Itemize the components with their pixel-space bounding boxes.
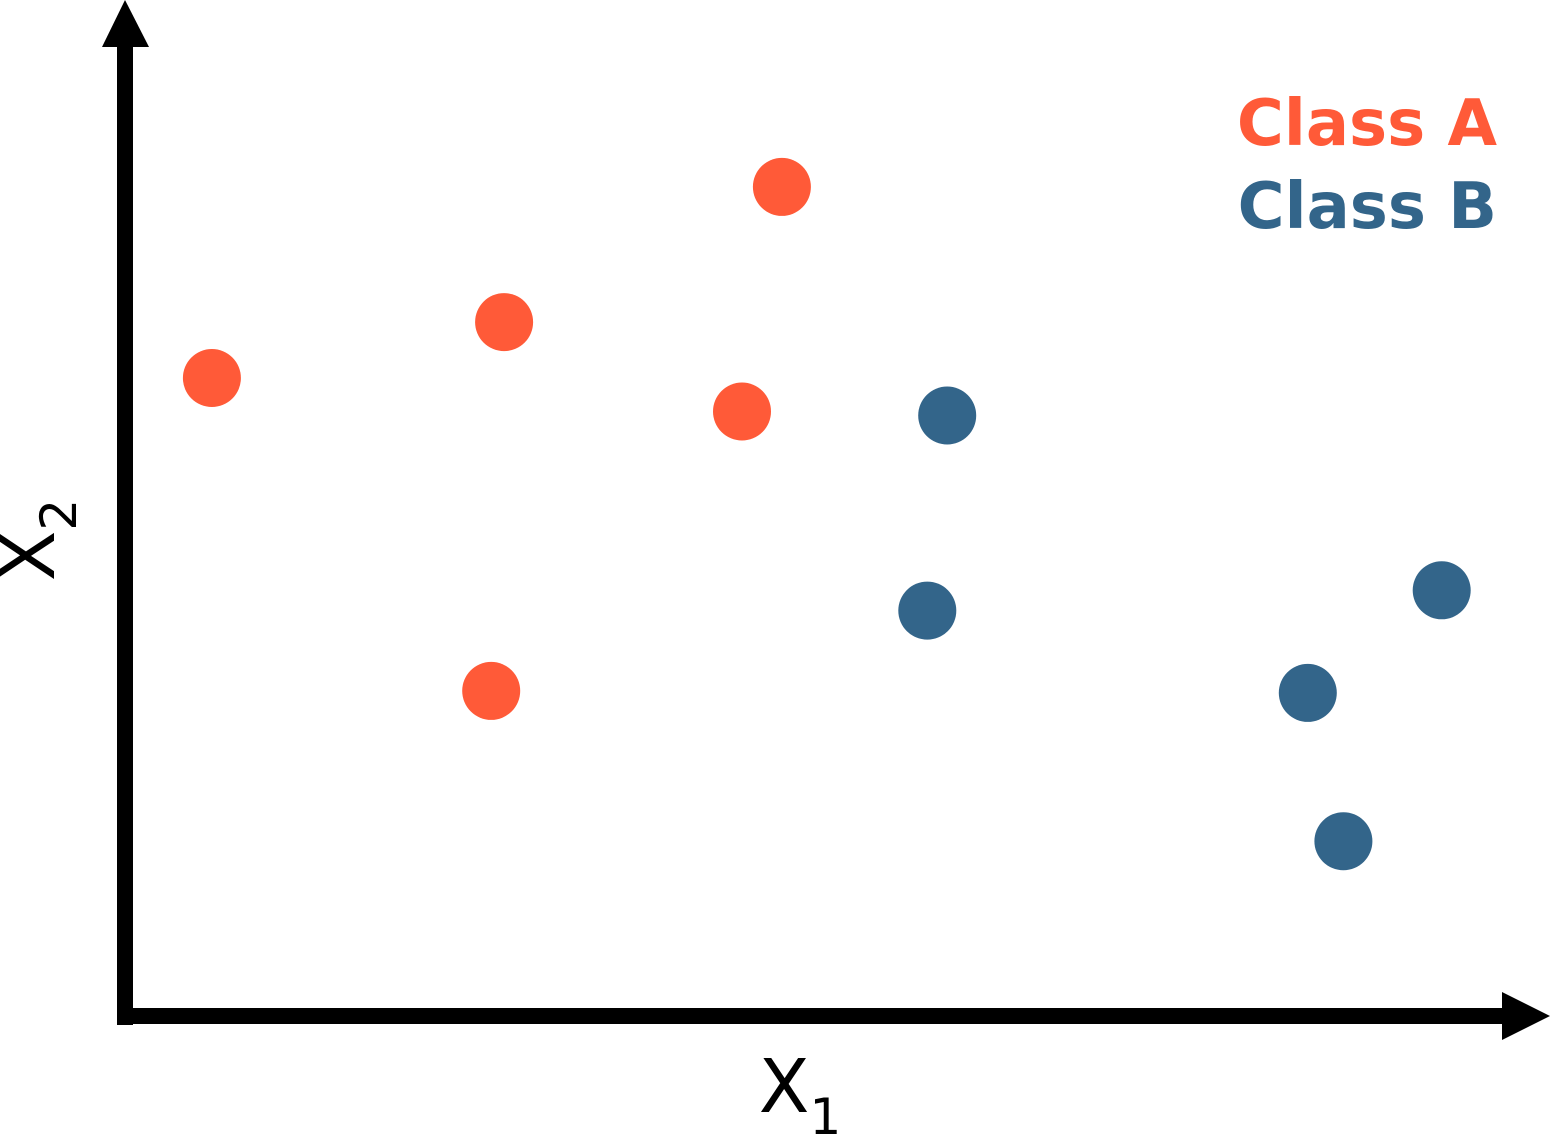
legend: Class A Class B — [1237, 87, 1498, 244]
x-axis-arrowhead — [1502, 992, 1550, 1040]
y-axis-arrowhead — [102, 0, 149, 47]
point-class-b-3 — [1412, 561, 1471, 620]
point-class-a-4 — [713, 382, 771, 441]
point-class-a-5 — [462, 661, 521, 720]
y-axis-label: X2 — [0, 499, 88, 582]
x-axis-label-subscript: 1 — [809, 1088, 841, 1137]
x-axis-label: X1 — [759, 1044, 842, 1137]
x-axis-label-main: X — [759, 1044, 810, 1130]
y-axis-label-subscript: 2 — [30, 499, 88, 531]
legend-label-class-a: Class A — [1237, 87, 1498, 161]
point-class-a-3 — [752, 157, 811, 216]
point-class-b-2 — [898, 581, 957, 640]
point-class-a-1 — [182, 349, 241, 407]
point-class-b-1 — [918, 386, 977, 445]
point-class-b-4 — [1278, 663, 1337, 722]
data-points — [182, 157, 1471, 871]
y-axis-label-main: X — [0, 531, 72, 582]
point-class-a-2 — [475, 293, 534, 352]
legend-label-class-b: Class B — [1238, 170, 1497, 244]
point-class-b-5 — [1314, 812, 1373, 871]
